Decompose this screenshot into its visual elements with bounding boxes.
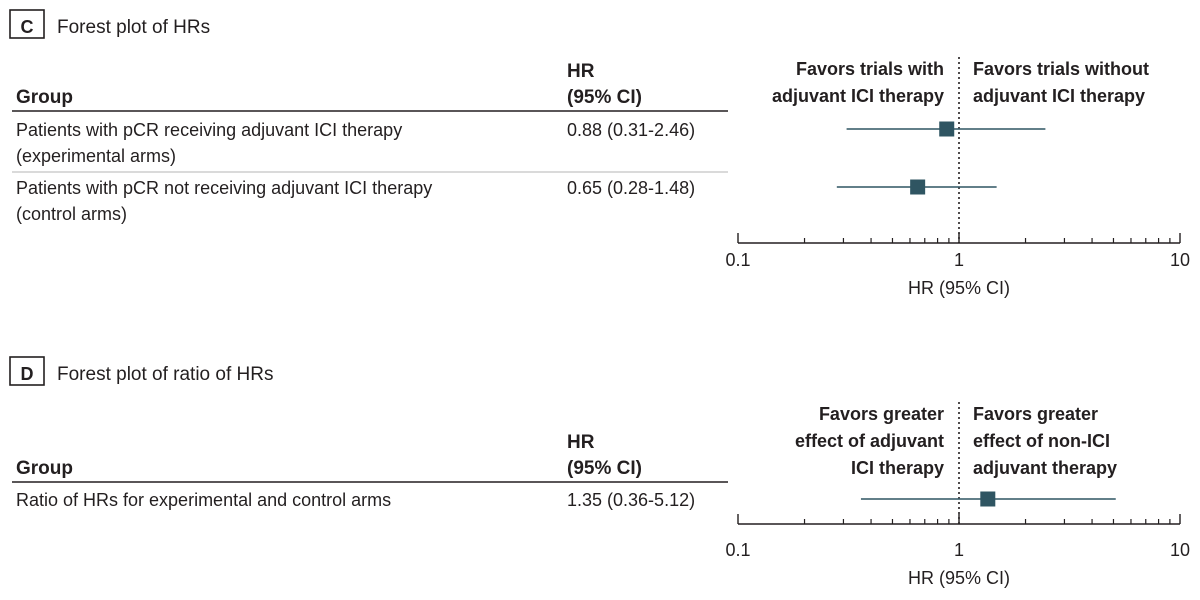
panel-d-favors-right-line: effect of non-ICI bbox=[973, 431, 1110, 451]
panel-d-favors-right-line: Favors greater bbox=[973, 404, 1098, 424]
panel-c-hr-header-line: HR bbox=[567, 61, 595, 82]
panel-c-title: Forest plot of HRs bbox=[57, 17, 210, 38]
table-row-label: (experimental arms) bbox=[16, 146, 176, 166]
tick-label: 1 bbox=[954, 540, 964, 560]
hr-marker bbox=[980, 491, 996, 507]
panel-c-x-axis-label: HR (95% CI) bbox=[908, 278, 1010, 298]
table-row-label: Patients with pCR not receiving adjuvant… bbox=[16, 178, 432, 198]
panel-c-letter: C bbox=[21, 17, 34, 37]
panel-c-letter-box bbox=[9, 9, 45, 39]
panel-d-title: Forest plot of ratio of HRs bbox=[57, 364, 273, 385]
panel-d-hr-header-line: (95% CI) bbox=[567, 458, 642, 479]
hr-marker bbox=[910, 179, 926, 195]
panel-d-letter: D bbox=[21, 364, 34, 384]
tick-label: 10 bbox=[1170, 540, 1190, 560]
panel-d-favors-right-line: adjuvant therapy bbox=[973, 458, 1117, 478]
panel-d-hr-header-line: HR bbox=[567, 432, 595, 453]
panel-d-favors-left-line: ICI therapy bbox=[851, 458, 944, 478]
panel-d-group-header: Group bbox=[16, 458, 73, 479]
hr-marker bbox=[939, 121, 955, 137]
panel-c-hr-header-line: (95% CI) bbox=[567, 87, 642, 108]
tick-label: 0.1 bbox=[725, 540, 750, 560]
table-row-hr: 0.65 (0.28-1.48) bbox=[567, 178, 695, 198]
panel-d-letter-box bbox=[9, 356, 45, 386]
table-row-label: Ratio of HRs for experimental and contro… bbox=[16, 490, 391, 510]
panel-c-favors-left-line: adjuvant ICI therapy bbox=[772, 86, 944, 106]
panel-d-x-axis-label: HR (95% CI) bbox=[908, 568, 1010, 588]
panel-c-favors-right-line: Favors trials without bbox=[973, 59, 1149, 79]
panel-d-favors-left-line: effect of adjuvant bbox=[795, 431, 944, 451]
panel-c-favors-left-line: Favors trials with bbox=[796, 59, 944, 79]
tick-label: 1 bbox=[954, 250, 964, 270]
tick-label: 0.1 bbox=[725, 250, 750, 270]
panel-c-favors-right-line: adjuvant ICI therapy bbox=[973, 86, 1145, 106]
panel-d-favors-left-line: Favors greater bbox=[819, 404, 944, 424]
table-row-hr: 1.35 (0.36-5.12) bbox=[567, 490, 695, 510]
table-row-label: Patients with pCR receiving adjuvant ICI… bbox=[16, 120, 402, 140]
panel-c-group-header: Group bbox=[16, 87, 73, 108]
tick-label: 10 bbox=[1170, 250, 1190, 270]
table-row-hr: 0.88 (0.31-2.46) bbox=[567, 120, 695, 140]
table-row-label: (control arms) bbox=[16, 204, 127, 224]
